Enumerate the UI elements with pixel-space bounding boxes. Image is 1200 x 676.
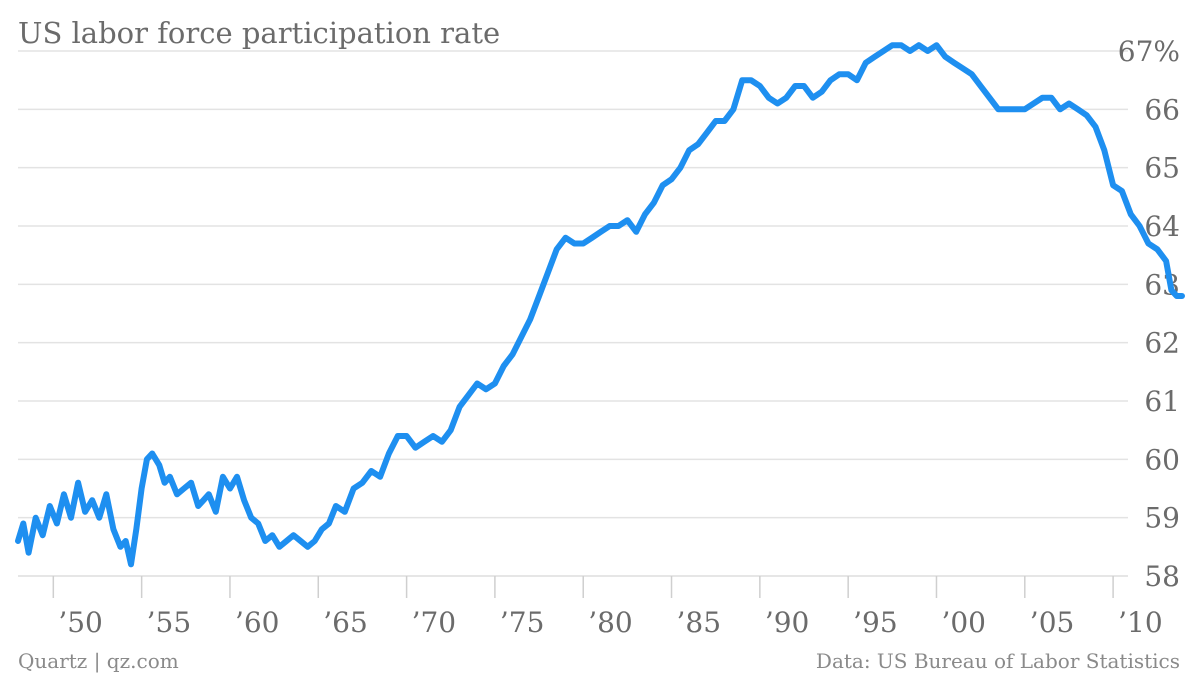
y-tick-label-61: 61 [1144,385,1180,418]
chart-title: US labor force participation rate [18,16,500,50]
y-tick-label-66: 66 [1144,93,1180,126]
x-tick-label-1960: ’60 [235,606,280,639]
y-tick-label-59: 59 [1144,502,1180,535]
y-tick-label-60: 60 [1144,443,1180,476]
x-axis-ticks [52,576,1114,598]
source-left: Quartz | qz.com [18,649,179,674]
y-tick-label-65: 65 [1144,152,1180,185]
y-tick-label-62: 62 [1144,327,1180,360]
x-tick-label-1980: ’80 [588,606,633,639]
series-lines [15,42,1185,568]
x-axis-tick-labels: ’50 ’55 ’60 ’65 ’70 ’75 ’80 ’85 ’90 ’95 ’00 ’05 ’10 [58,606,1162,639]
y-tick-label-67: 67% [1118,35,1180,68]
x-tick-label-1975: ’75 [500,606,545,639]
x-tick-label-1990: ’90 [765,606,810,639]
x-tick-label-1950: ’50 [58,606,103,639]
x-tick-label-1955: ’55 [147,606,192,639]
x-tick-label-2005: ’05 [1030,606,1075,639]
x-tick-label-1965: ’65 [323,606,368,639]
x-tick-label-1985: ’85 [677,606,722,639]
gridlines [18,50,1128,519]
x-tick-label-1970: ’70 [412,606,457,639]
y-tick-label-58: 58 [1144,560,1180,593]
x-tick-label-2000: ’00 [941,606,986,639]
series-line-0 [15,42,1185,568]
x-tick-label-1995: ’95 [853,606,898,639]
x-tick-label-2010: ’10 [1118,606,1163,639]
y-tick-label-64: 64 [1144,210,1180,243]
source-right: Data: US Bureau of Labor Statistics [816,649,1180,673]
